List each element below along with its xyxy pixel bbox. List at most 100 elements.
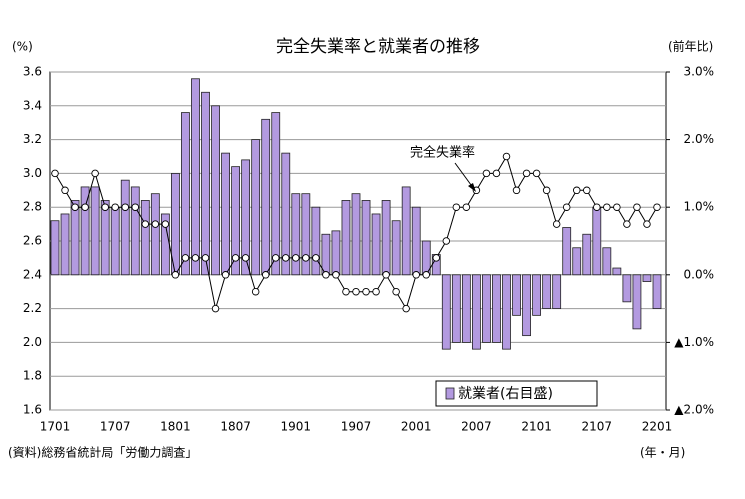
bar — [130, 186, 140, 276]
bar — [211, 105, 220, 276]
bar — [562, 227, 572, 276]
marker — [532, 169, 541, 178]
y-tick-label: 1.6 — [23, 403, 42, 417]
bar — [532, 274, 541, 316]
bar — [100, 200, 110, 276]
x-tick-label: 2107 — [582, 420, 613, 434]
bar — [622, 274, 632, 303]
marker — [542, 186, 551, 195]
marker — [332, 271, 340, 279]
marker — [131, 203, 140, 211]
bar — [612, 267, 622, 276]
marker — [121, 203, 129, 211]
marker — [593, 203, 601, 211]
bar — [512, 274, 521, 316]
bar — [261, 118, 271, 276]
y-tick-label: 3.0 — [23, 166, 42, 180]
marker — [322, 271, 330, 279]
bar — [321, 233, 331, 276]
x-tick-label: 1901 — [281, 420, 312, 434]
y-tick-label: 2.6 — [23, 234, 42, 248]
bar — [181, 112, 190, 276]
bar — [301, 193, 311, 276]
marker — [623, 220, 631, 228]
bar — [632, 274, 642, 330]
marker — [91, 169, 99, 178]
marker — [151, 220, 160, 228]
marker — [141, 220, 150, 228]
bar — [461, 274, 471, 343]
legend-swatch — [445, 387, 455, 400]
bar — [522, 274, 531, 337]
bar — [391, 220, 401, 276]
x-tick-label: 1807 — [220, 420, 251, 434]
marker — [161, 220, 170, 228]
bar — [341, 200, 351, 276]
bar — [381, 200, 391, 276]
marker — [101, 203, 109, 211]
bar — [70, 200, 80, 276]
bar — [582, 233, 592, 276]
bar — [642, 274, 652, 282]
marker — [502, 152, 511, 161]
marker — [261, 271, 270, 279]
bar — [542, 274, 552, 309]
marker — [583, 186, 591, 195]
marker — [432, 254, 441, 262]
marker — [312, 254, 320, 262]
source: (資料)総務省統計局「労働力調査」 — [8, 445, 197, 460]
bar — [331, 230, 341, 276]
bar — [291, 193, 301, 276]
y-tick-label: 1.8 — [23, 369, 42, 383]
x-axis-label: (年・月) — [640, 446, 685, 460]
chart-title: 完全失業率と就業者の推移 — [276, 37, 480, 57]
marker — [352, 287, 360, 296]
y-tick-label: 3.6 — [23, 65, 42, 79]
marker — [402, 304, 410, 313]
x-tick-label: 2201 — [642, 420, 673, 434]
x-tick-label: 2007 — [461, 420, 492, 434]
marker — [552, 220, 561, 228]
marker — [562, 203, 571, 211]
marker — [522, 169, 531, 178]
y2-tick-label: 1.0% — [684, 200, 715, 214]
x-tick-label: 1701 — [40, 420, 71, 434]
bar — [140, 200, 150, 276]
bar — [451, 274, 461, 343]
bar — [371, 213, 381, 276]
bar — [281, 152, 291, 276]
marker — [462, 203, 471, 211]
y2-tick-label: 2.0% — [684, 132, 715, 146]
marker — [512, 186, 521, 195]
marker — [181, 254, 190, 262]
marker — [302, 254, 310, 262]
y2-tick-label: 0.0% — [684, 267, 715, 281]
x-tick-label: 2001 — [401, 420, 432, 434]
marker — [342, 287, 350, 296]
bar — [411, 206, 421, 276]
marker — [271, 254, 280, 262]
bar — [592, 206, 602, 276]
bar — [311, 206, 321, 276]
marker — [653, 203, 661, 211]
y-tick-label: 2.8 — [23, 200, 42, 214]
y-tick-label: 2.4 — [23, 267, 42, 281]
marker — [292, 254, 300, 262]
bar — [201, 91, 210, 276]
bar — [150, 193, 160, 276]
bar — [231, 166, 241, 276]
bar — [471, 274, 481, 350]
bar — [482, 274, 491, 343]
bar — [652, 274, 662, 309]
marker — [61, 186, 69, 195]
bar — [80, 186, 90, 276]
bar — [110, 206, 120, 276]
bar — [221, 152, 230, 276]
annotation-arrowhead — [468, 183, 476, 192]
y-tick-label: 3.2 — [23, 132, 42, 146]
y-axis-label: (%) — [12, 40, 33, 54]
marker — [111, 203, 119, 211]
bar — [441, 274, 451, 350]
y2-tick-label: ▲1.0% — [674, 335, 714, 349]
